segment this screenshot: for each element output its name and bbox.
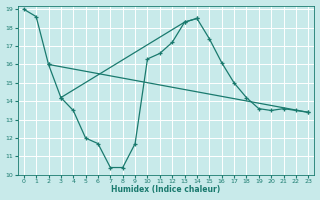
X-axis label: Humidex (Indice chaleur): Humidex (Indice chaleur) (111, 185, 221, 194)
